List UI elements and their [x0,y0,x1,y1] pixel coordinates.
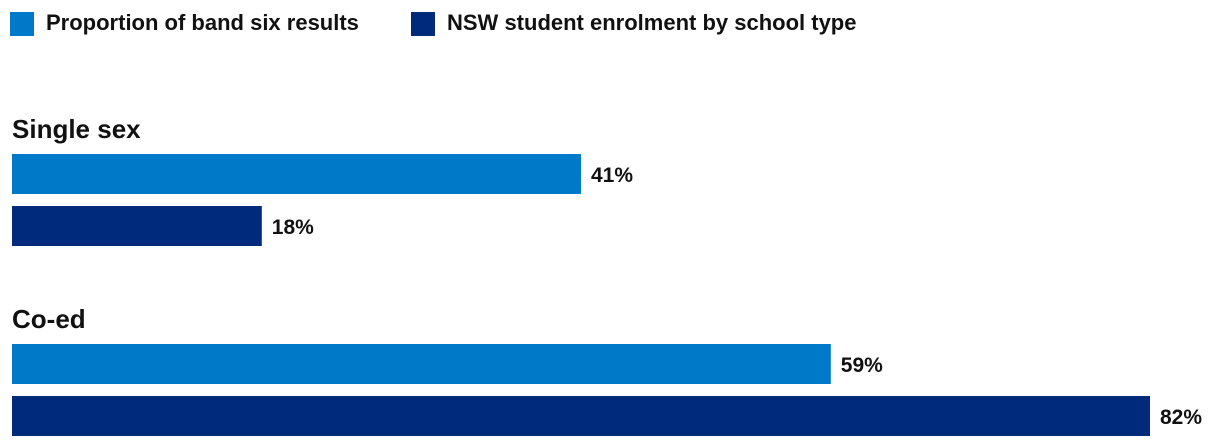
value-label: 82% [1160,406,1202,429]
bar [12,154,581,194]
value-label: 59% [841,354,883,377]
legend-item: Proportion of band six results [10,10,359,36]
bar-group: Co-ed 59% 82% [12,304,1202,436]
chart-legend: Proportion of band six results NSW studen… [10,10,856,36]
group-label: Co-ed [12,304,86,334]
legend-swatch [411,12,435,36]
legend-label: NSW student enrolment by school type [447,10,856,35]
value-label: 18% [272,216,314,239]
group-label: Single sex [12,114,141,144]
value-label: 41% [591,164,633,187]
bar [12,344,831,384]
legend-label: Proportion of band six results [46,10,359,35]
chart-groups: Single sex 41% 18% Co-ed 59% 82% [12,114,1202,436]
legend-item: NSW student enrolment by school type [411,10,856,36]
bar [12,396,1150,436]
bar-group: Single sex 41% 18% [12,114,633,246]
legend-swatch [10,12,34,36]
bar [12,206,262,246]
